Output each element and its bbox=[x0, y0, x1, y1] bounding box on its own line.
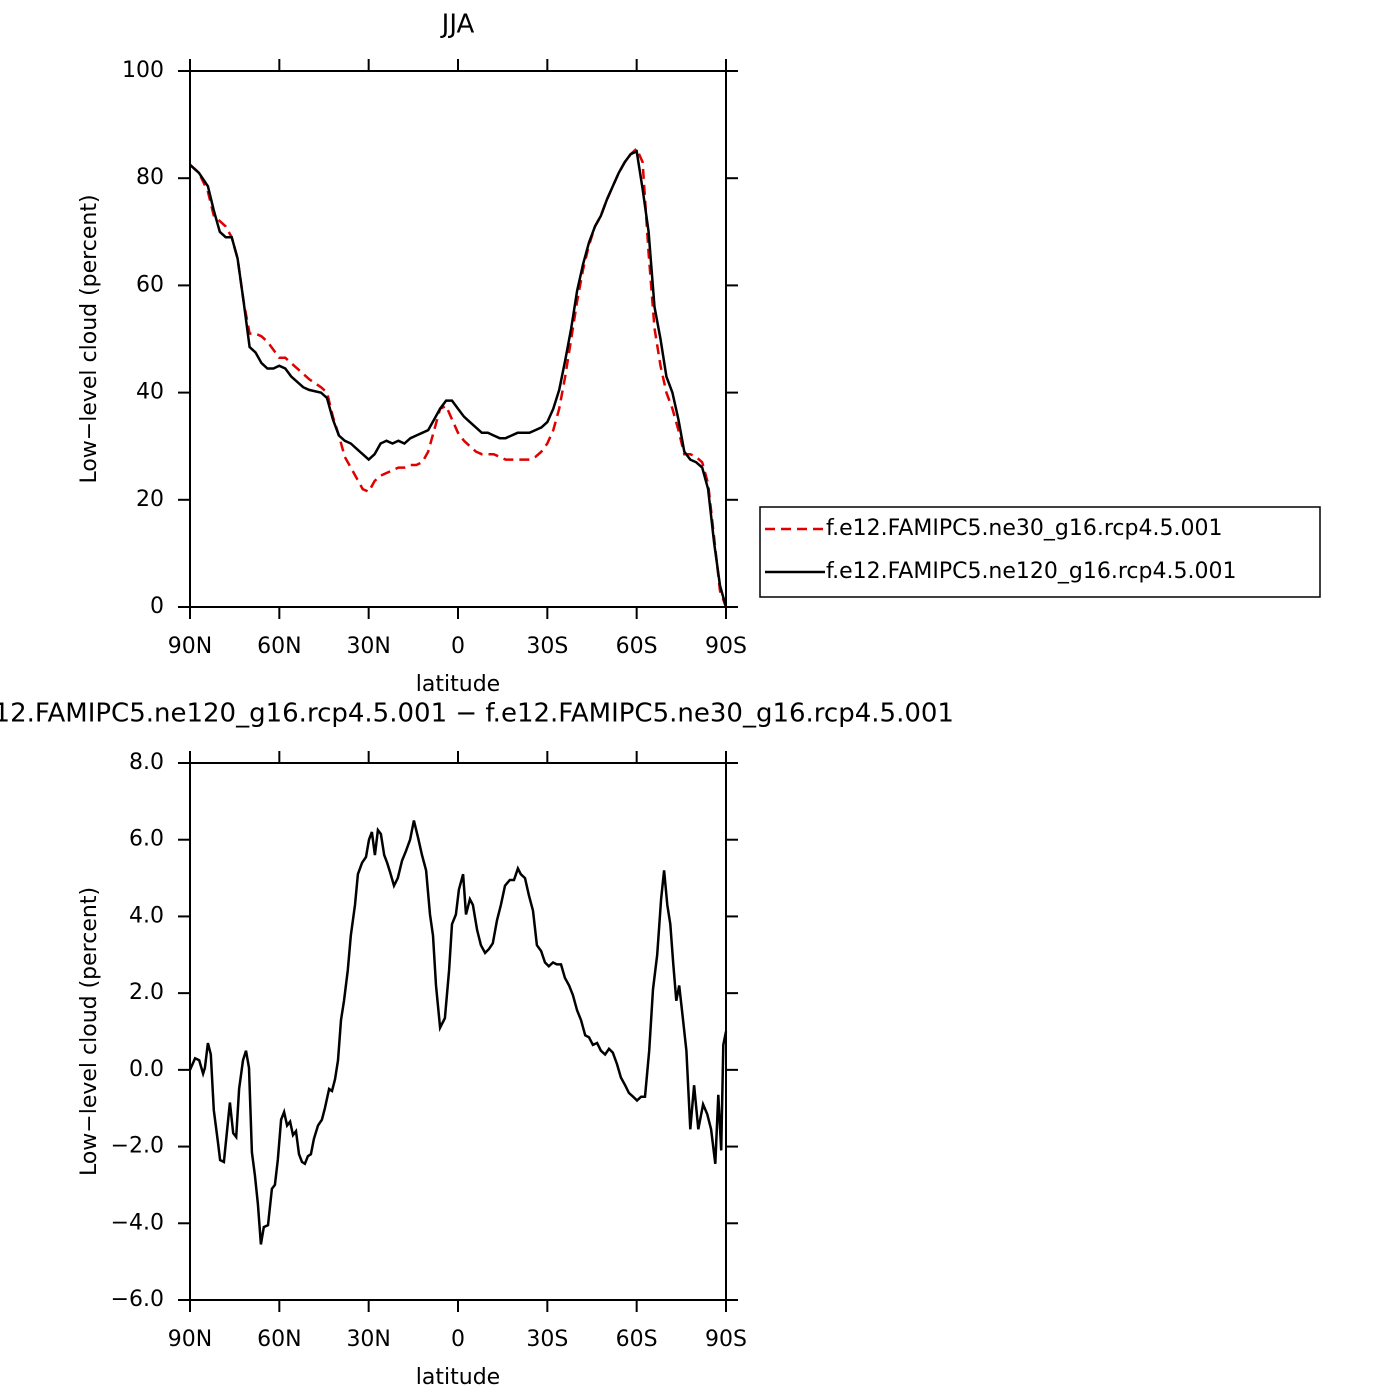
x-axis-label: latitude bbox=[416, 1365, 500, 1390]
x-tick-label: 60S bbox=[616, 1327, 658, 1352]
x-tick-label: 30N bbox=[346, 1327, 390, 1352]
x-tick-label: 90N bbox=[168, 634, 212, 659]
plot-frame bbox=[189, 70, 727, 608]
legend-box bbox=[759, 506, 1321, 598]
y-tick-label: 0 bbox=[150, 594, 164, 619]
x-tick-label: 90S bbox=[705, 634, 747, 659]
x-tick-label: 30N bbox=[346, 634, 390, 659]
x-tick-label: 60N bbox=[257, 1327, 301, 1352]
y-axis-label: Low−level cloud (percent) bbox=[77, 194, 102, 483]
data-line bbox=[189, 149, 728, 608]
y-axis-label: Low−level cloud (percent) bbox=[77, 887, 102, 1176]
y-tick-label: 80 bbox=[136, 165, 164, 190]
x-tick-label: 30S bbox=[526, 634, 568, 659]
y-tick-label: 40 bbox=[136, 380, 164, 405]
y-tick-label: 2.0 bbox=[129, 980, 164, 1005]
y-tick-label: 4.0 bbox=[129, 903, 164, 928]
y-tick-label: 60 bbox=[136, 272, 164, 297]
data-line bbox=[189, 146, 728, 608]
x-tick-label: 0 bbox=[451, 1327, 465, 1352]
y-tick-label: −2.0 bbox=[111, 1134, 164, 1159]
x-tick-label: 0 bbox=[451, 634, 465, 659]
legend-label: f.e12.FAMIPC5.ne120_g16.rcp4.5.001 bbox=[826, 559, 1236, 584]
plot-frame bbox=[189, 762, 727, 1301]
y-tick-label: 100 bbox=[122, 58, 164, 83]
x-tick-label: 60N bbox=[257, 634, 301, 659]
x-tick-label: 90N bbox=[168, 1327, 212, 1352]
y-tick-label: 20 bbox=[136, 487, 164, 512]
y-tick-label: 0.0 bbox=[129, 1057, 164, 1082]
x-tick-label: 90S bbox=[705, 1327, 747, 1352]
data-line bbox=[188, 820, 728, 1245]
chart-title: JJA bbox=[440, 10, 475, 40]
x-tick-label: 60S bbox=[616, 634, 658, 659]
y-tick-label: −6.0 bbox=[111, 1287, 164, 1312]
y-tick-label: −4.0 bbox=[111, 1210, 164, 1235]
chart-title: f.e12.FAMIPC5.ne120_g16.rcp4.5.001 − f.e… bbox=[0, 699, 954, 729]
y-tick-label: 8.0 bbox=[129, 750, 164, 775]
x-tick-label: 30S bbox=[526, 1327, 568, 1352]
legend-label: f.e12.FAMIPC5.ne30_g16.rcp4.5.001 bbox=[826, 516, 1222, 541]
y-tick-label: 6.0 bbox=[129, 827, 164, 852]
x-axis-label: latitude bbox=[416, 672, 500, 697]
